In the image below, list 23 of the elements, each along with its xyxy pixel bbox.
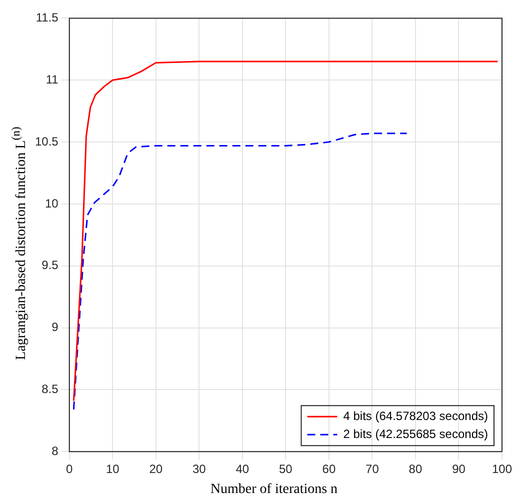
y-tick-label: 8.5 <box>42 382 59 396</box>
legend-label: 2 bits (42.255685 seconds) <box>343 426 488 441</box>
x-tick-label: 70 <box>366 462 380 476</box>
x-tick-label: 90 <box>452 462 466 476</box>
x-axis-title: Number of iterations n <box>209 482 339 498</box>
y-tick-label: 9.5 <box>42 258 59 272</box>
y-tick-label: 11.5 <box>36 10 59 25</box>
x-tick-label: 30 <box>192 462 206 476</box>
x-tick-label: 60 <box>322 462 336 476</box>
x-tick-label: 10 <box>106 462 120 476</box>
x-tick-label: 50 <box>279 462 293 476</box>
y-tick-label: 11 <box>46 72 59 86</box>
y-tick-label: 8 <box>52 444 59 458</box>
x-tick-label: 80 <box>408 462 422 476</box>
x-tick-label: 20 <box>149 462 163 476</box>
y-tick-label: 10 <box>44 196 59 210</box>
y-tick-label: 10.5 <box>34 134 59 148</box>
x-tick-label: 100 <box>492 462 512 476</box>
x-tick-label: 40 <box>236 462 250 476</box>
legend-label: 4 bits (64.578203 seconds) <box>343 408 488 423</box>
x-tick-label: 0 <box>66 462 74 476</box>
y-tick-label: 9 <box>52 320 59 334</box>
line-series <box>72 132 408 410</box>
